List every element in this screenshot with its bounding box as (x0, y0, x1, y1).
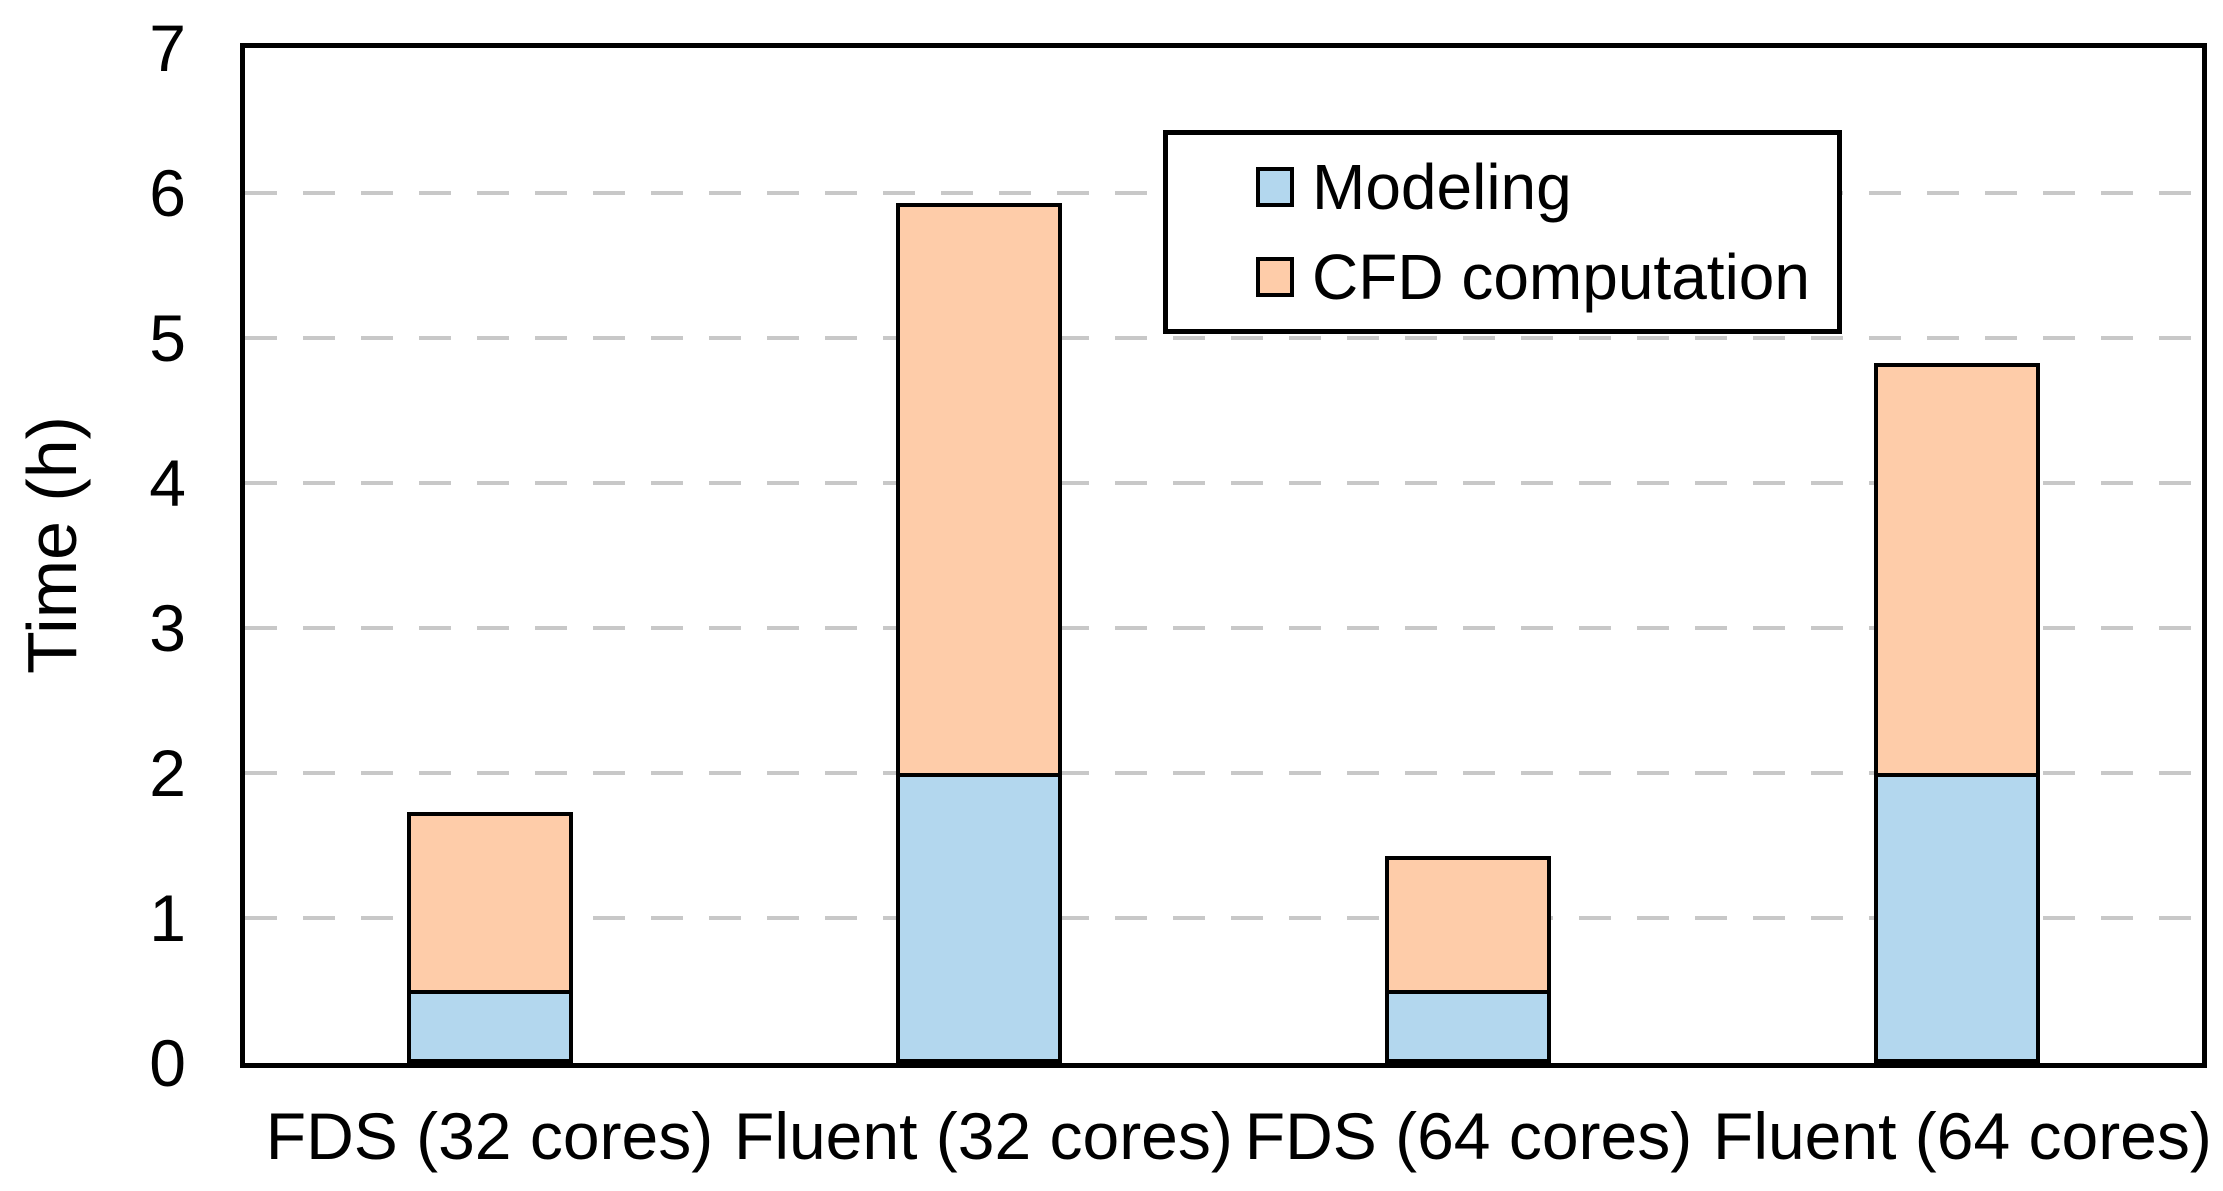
legend: Modeling CFD computation (1163, 130, 1842, 334)
bar-fds-32-cores-modeling-segment (411, 990, 569, 1059)
legend-label-modeling: Modeling (1312, 151, 1572, 224)
legend-item-modeling: Modeling (1256, 150, 1837, 224)
y-tick-label-4: 4 (149, 446, 186, 520)
gridline-2 (245, 771, 2202, 775)
y-tick-label-0: 0 (149, 1026, 186, 1100)
y-tick-label-6: 6 (149, 156, 186, 230)
x-tick-label-fluent-32-cores: Fluent (32 cores) (734, 1099, 1233, 1173)
bar-fds-64-cores-cfd-computation-segment (1385, 856, 1551, 1063)
x-tick-label-fds-64-cores: FDS (64 cores) (1244, 1099, 1693, 1173)
legend-swatch-cfd-computation-icon (1256, 256, 1294, 297)
gridline-5 (245, 336, 2202, 340)
x-tick-label-fds-32-cores: FDS (32 cores) (265, 1099, 714, 1173)
legend-label-cfd-computation: CFD computation (1312, 240, 1810, 313)
bar-fluent-32-cores-cfd-computation-segment (896, 203, 1062, 1063)
gridline-4 (245, 481, 2202, 485)
y-tick-label-7: 7 (149, 11, 186, 85)
y-tick-label-3: 3 (149, 591, 186, 665)
x-tick-label-fluent-64-cores: Fluent (64 cores) (1713, 1099, 2212, 1173)
y-tick-label-5: 5 (149, 301, 186, 375)
y-tick-label-1: 1 (149, 881, 186, 955)
legend-swatch-modeling-icon (1256, 167, 1294, 208)
gridline-1 (245, 916, 2202, 920)
legend-item-cfd-computation: CFD computation (1256, 240, 1837, 314)
y-tick-label-2: 2 (149, 736, 186, 810)
gridline-3 (245, 626, 2202, 630)
bar-fds-64-cores-modeling-segment (1389, 990, 1547, 1059)
bar-fluent-64-cores-modeling-segment (1878, 773, 2036, 1059)
bar-fluent-32-cores-modeling-segment (900, 773, 1058, 1059)
bar-fds-32-cores-cfd-computation-segment (407, 812, 573, 1063)
bar-fluent-64-cores-cfd-computation-segment (1874, 363, 2040, 1063)
